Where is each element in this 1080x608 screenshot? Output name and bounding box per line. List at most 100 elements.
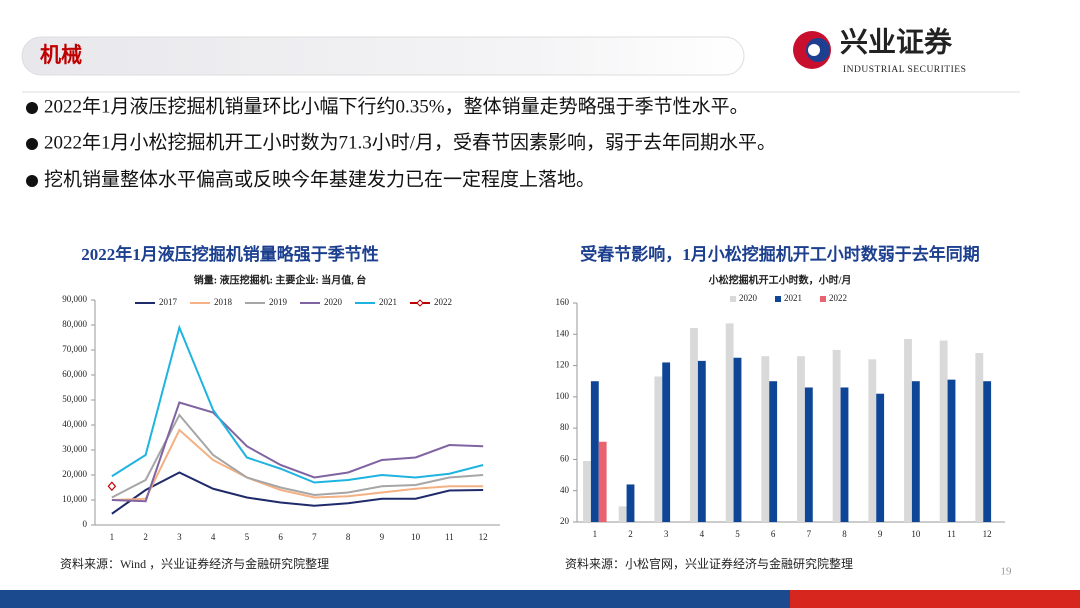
x-tick-label: 3 [664, 529, 669, 539]
legend-swatch [820, 296, 826, 302]
bar [975, 353, 984, 522]
y-tick-label: 50,000 [62, 394, 87, 404]
bar [697, 360, 706, 522]
chart-subtitle: 小松挖掘机开工小时数，小时/月 [708, 273, 852, 286]
x-tick-label: 4 [700, 529, 705, 539]
bullet-dot [26, 102, 38, 114]
line [111, 324, 484, 484]
bullet: 挖机销量整体水平偏高或反映今年基建发力已在一定程度上落地。 [44, 168, 595, 190]
bar [590, 381, 599, 522]
x-tick-label: 5 [735, 529, 740, 539]
chart-title: 受春节影响，1月小松挖掘机开工小时数弱于去年同期 [580, 244, 980, 264]
x-tick-label: 9 [878, 529, 883, 539]
x-tick-label: 6 [278, 532, 283, 542]
bar [654, 376, 663, 522]
line [111, 471, 484, 515]
chart-source: 资料来源：Wind ，兴业证券经济与金融研究院整理 [60, 556, 329, 571]
y-tick-label: 160 [556, 297, 570, 307]
x-tick-label: 12 [479, 532, 488, 542]
y-tick-label: 90,000 [62, 294, 87, 304]
y-tick-label: 80 [560, 422, 570, 432]
legend-label: 2022 [434, 297, 452, 307]
point [107, 481, 117, 492]
y-tick-label: 60,000 [62, 369, 87, 379]
bar [690, 328, 698, 522]
bar [840, 387, 849, 522]
y-tick-label: 40 [560, 485, 570, 495]
bar [598, 441, 607, 522]
line [111, 413, 484, 499]
y-tick-label: 140 [556, 328, 570, 338]
legend-label: 2021 [784, 293, 802, 303]
section-title: 机械 [40, 43, 82, 67]
legend-swatch [730, 296, 736, 302]
bar [761, 356, 770, 522]
x-tick-label: 7 [807, 529, 812, 539]
y-tick-label: 40,000 [62, 419, 87, 429]
chart-title: 2022年1月液压挖掘机销量略强于季节性 [81, 244, 379, 264]
bar [876, 393, 885, 522]
x-tick-label: 11 [947, 529, 956, 539]
bar [939, 340, 948, 522]
y-tick-label: 120 [556, 360, 570, 370]
legend-label: 2021 [379, 297, 397, 307]
line [111, 428, 484, 501]
bar [797, 356, 805, 522]
x-tick-label: 10 [411, 532, 421, 542]
y-tick-label: 20 [560, 516, 570, 526]
legend-label: 2022 [829, 293, 847, 303]
y-tick-label: 0 [83, 519, 88, 529]
x-tick-label: 8 [842, 529, 847, 539]
x-tick-label: 1 [110, 532, 115, 542]
legend-swatch [775, 296, 781, 302]
y-tick-label: 100 [556, 391, 570, 401]
x-tick-label: 1 [593, 529, 598, 539]
legend-marker [416, 299, 424, 307]
bar [868, 359, 877, 522]
x-tick-label: 9 [380, 532, 385, 542]
bar [983, 381, 992, 522]
line [111, 401, 484, 503]
bullet-dot [26, 175, 38, 187]
bullet-dot [26, 138, 38, 150]
bullet: 2022年1月小松挖掘机开工小时数为71.3小时/月，受春节因素影响，弱于去年同… [44, 131, 776, 153]
legend-label: 2019 [269, 297, 288, 307]
bar [626, 484, 635, 522]
y-tick-label: 80,000 [62, 319, 87, 329]
footer-bar-accent [790, 590, 1080, 608]
bar [733, 357, 742, 522]
bar [769, 381, 778, 522]
bar [725, 323, 734, 522]
x-tick-label: 3 [177, 532, 182, 542]
bar [804, 387, 813, 522]
x-tick-label: 4 [211, 532, 216, 542]
legend-label: 2020 [324, 297, 343, 307]
y-tick-label: 30,000 [62, 444, 87, 454]
y-tick-label: 60 [560, 453, 570, 463]
chart-source: 资料来源：小松官网，兴业证券经济与金融研究院整理 [565, 556, 853, 571]
x-tick-label: 8 [346, 532, 351, 542]
bar [832, 349, 841, 522]
x-tick-label: 2 [628, 529, 633, 539]
page-number: 19 [1001, 566, 1013, 578]
logo-text-en: INDUSTRIAL SECURITIES [843, 65, 966, 75]
bar [583, 460, 591, 522]
chart-subtitle: 销量: 液压挖掘机: 主要企业: 当月值, 台 [194, 273, 367, 286]
x-tick-label: 11 [445, 532, 454, 542]
bar [618, 506, 627, 522]
legend-label: 2018 [214, 297, 233, 307]
logo-text: 兴业证券 [840, 26, 953, 58]
logo-mark-dot [808, 44, 820, 56]
bullet: 2022年1月液压挖掘机销量环比小幅下行约0.35%，整体销量走势略强于季节性水… [44, 95, 749, 117]
legend-label: 2017 [159, 297, 178, 307]
y-tick-label: 10,000 [62, 494, 87, 504]
bar [911, 381, 920, 522]
y-tick-label: 70,000 [62, 344, 87, 354]
bar [904, 338, 912, 522]
x-tick-label: 5 [245, 532, 250, 542]
y-tick-label: 20,000 [62, 469, 87, 479]
header-bar [21, 36, 745, 76]
legend-label: 2020 [739, 293, 758, 303]
bar [947, 379, 956, 522]
